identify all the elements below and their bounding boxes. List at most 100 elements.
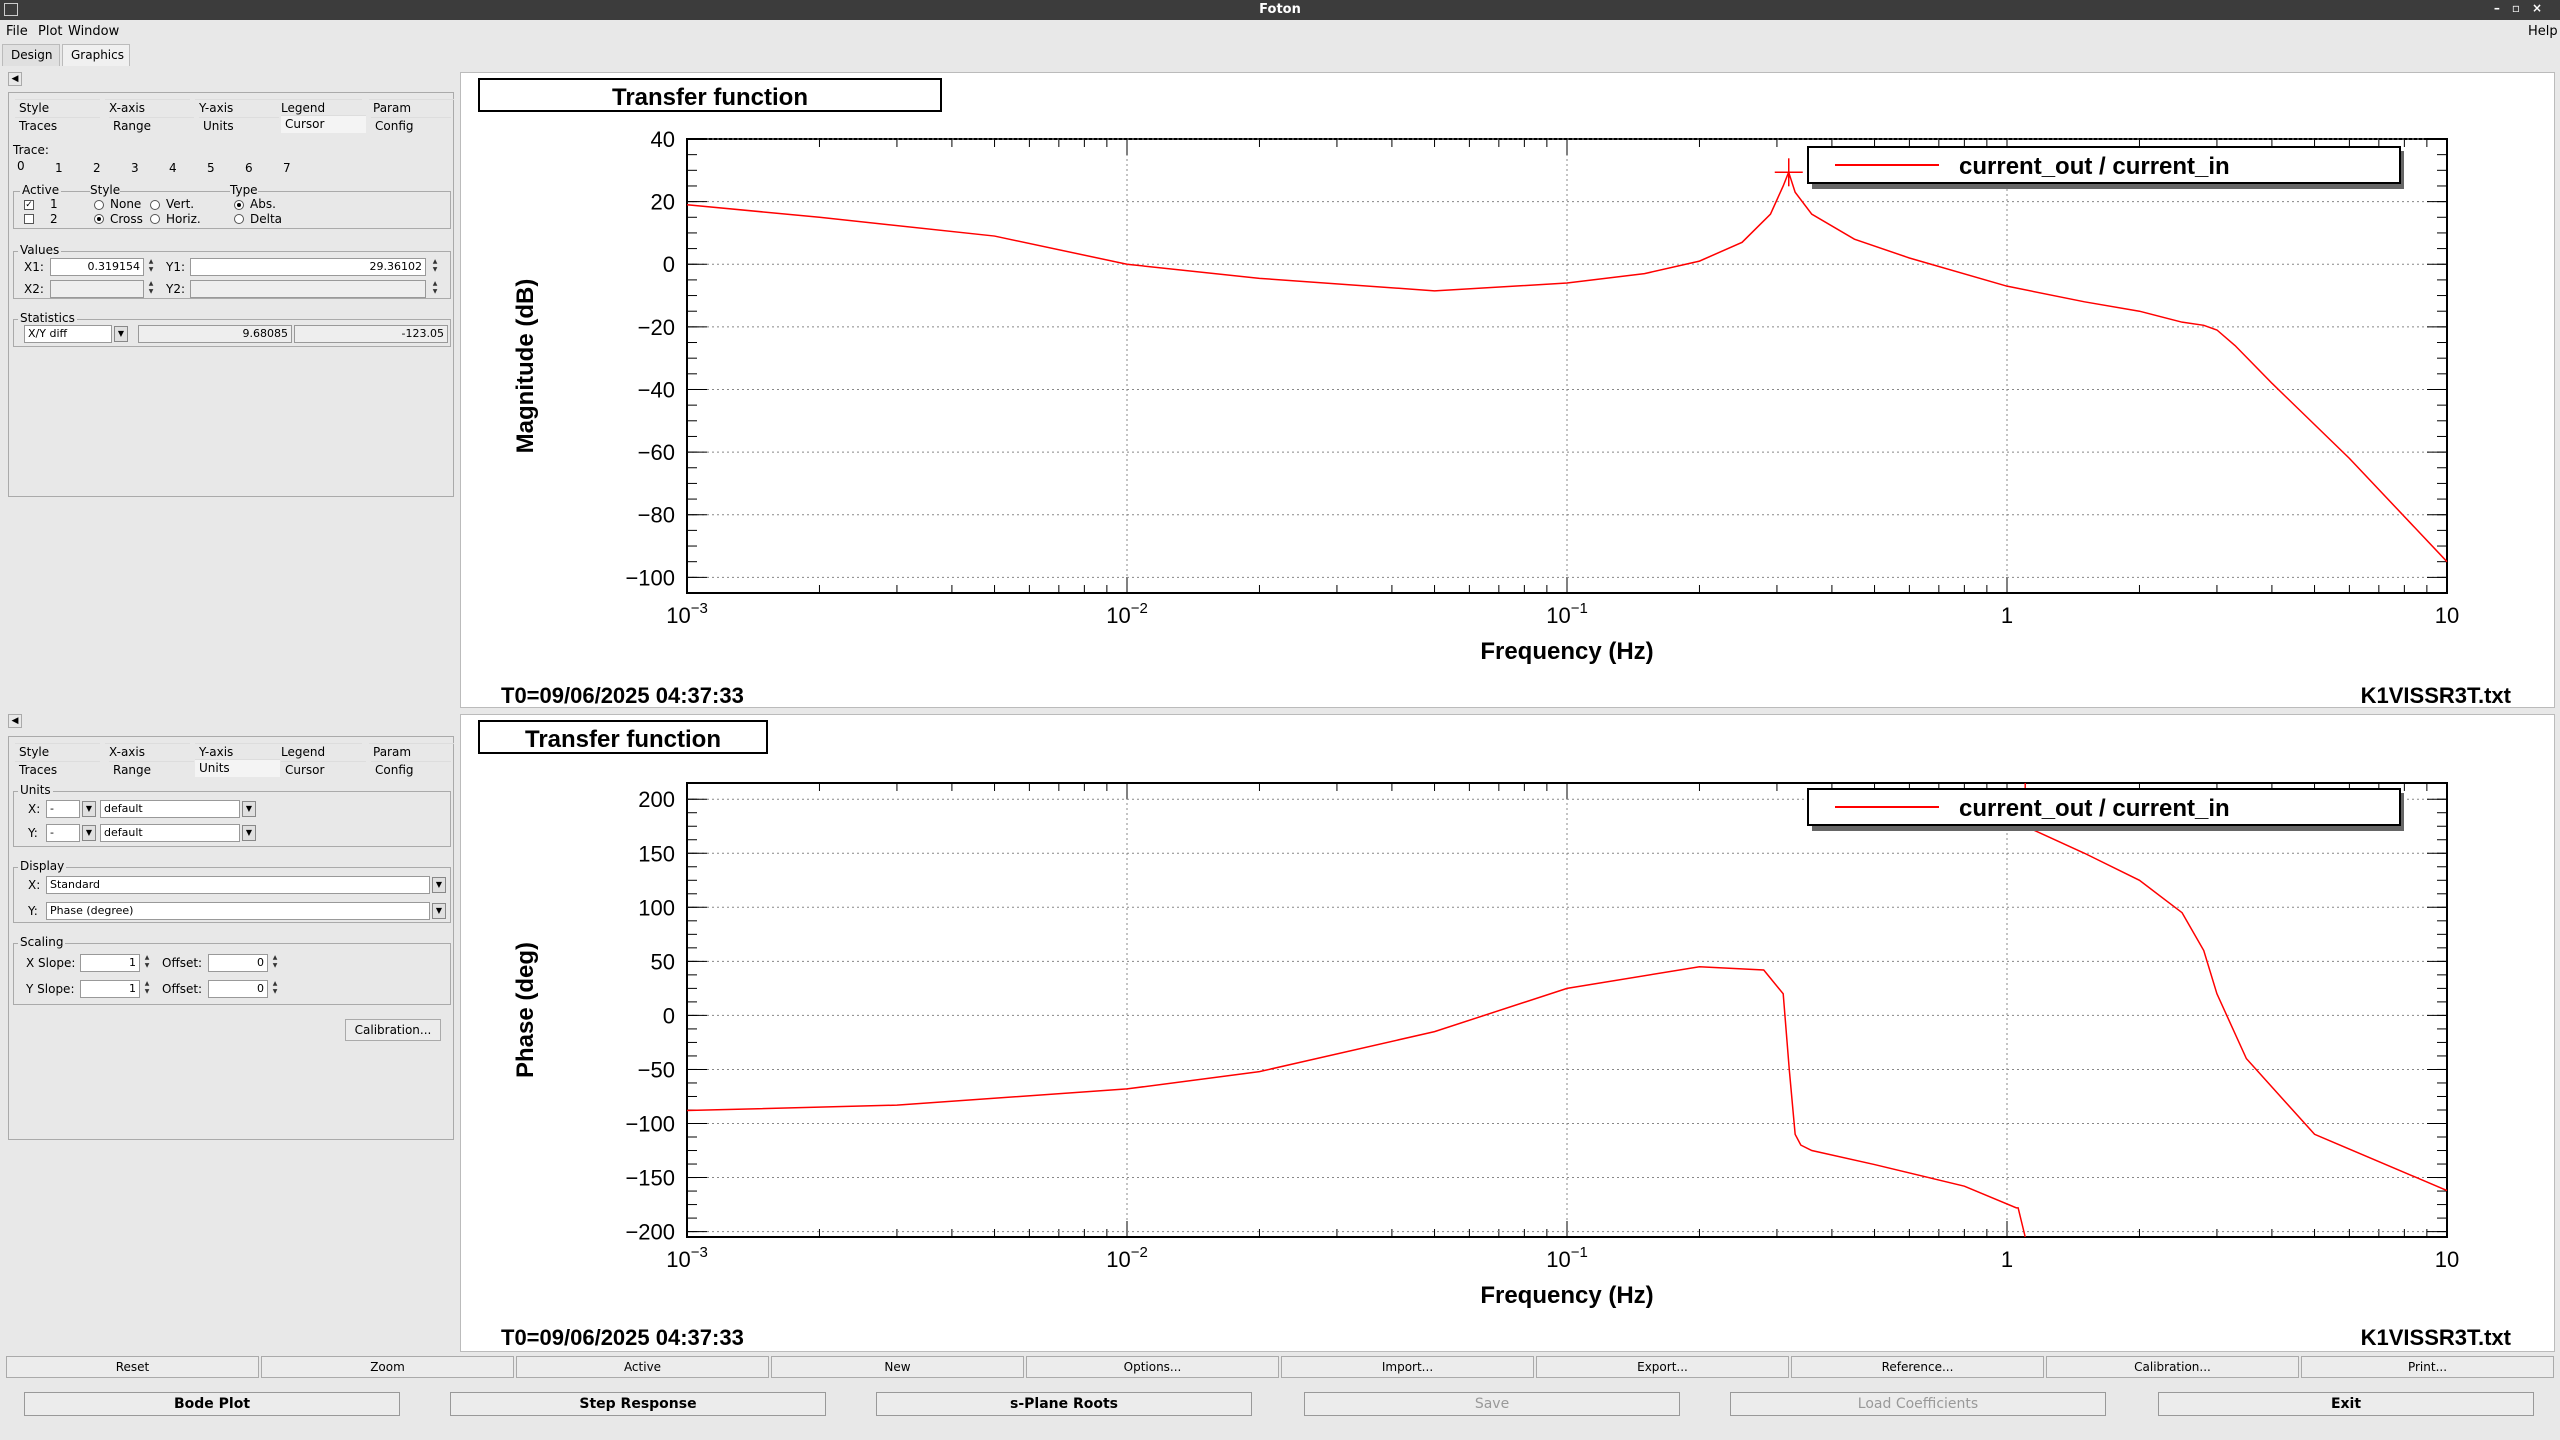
statistics-dropdown-icon[interactable]: ▼ bbox=[114, 326, 128, 342]
tab-style[interactable]: Style bbox=[15, 743, 100, 761]
x2-field[interactable] bbox=[50, 280, 144, 298]
phase-plot-pad[interactable]: Transfer function 10−3 10−2 10−1 1 10 200 150 1… bbox=[460, 714, 2555, 1352]
trace-tab-6[interactable]: 6 bbox=[245, 161, 253, 175]
trace-tab-3[interactable]: 3 bbox=[131, 161, 139, 175]
active-checkbox-1[interactable]: ✓ bbox=[24, 200, 34, 210]
magnitude-legend[interactable]: current_out / current_in bbox=[1807, 146, 2404, 189]
tab-x-axis[interactable]: X-axis bbox=[105, 99, 190, 117]
values-label: Values bbox=[18, 243, 62, 257]
window-controls[interactable]: –▫× bbox=[2493, 1, 2554, 15]
s-plane-roots-button[interactable]: s-Plane Roots bbox=[876, 1392, 1252, 1416]
collapse-arrow-bottom[interactable]: ◀ bbox=[8, 714, 22, 728]
tab-range[interactable]: Range bbox=[109, 761, 194, 779]
y-slope-spinner[interactable]: ▲ ▼ bbox=[144, 980, 150, 995]
trace-tab-4[interactable]: 4 bbox=[169, 161, 177, 175]
y1-field[interactable]: 29.36102 bbox=[190, 258, 426, 276]
trace-tab-1[interactable]: 1 bbox=[55, 161, 63, 175]
display-x-select[interactable]: Standard bbox=[46, 876, 430, 894]
window-menu-icon[interactable] bbox=[4, 3, 18, 16]
bode-plot-button[interactable]: Bode Plot bbox=[24, 1392, 400, 1416]
tab-design[interactable]: Design bbox=[2, 44, 60, 66]
menu-window[interactable]: Window bbox=[68, 24, 120, 39]
display-y-dropdown-icon[interactable]: ▼ bbox=[432, 903, 446, 919]
type-abs-radio[interactable] bbox=[234, 200, 244, 210]
menu-file[interactable]: File bbox=[6, 24, 28, 39]
units-y-value-dropdown-icon[interactable]: ▼ bbox=[242, 825, 256, 841]
tab-traces[interactable]: Traces bbox=[15, 117, 100, 135]
x-slope-field[interactable]: 1 bbox=[80, 954, 140, 972]
units-y-unit[interactable]: - bbox=[46, 824, 80, 842]
tab-traces[interactable]: Traces bbox=[15, 761, 100, 779]
tab-units[interactable]: Units bbox=[199, 117, 279, 135]
trace-tab-0[interactable]: 0 bbox=[17, 159, 25, 173]
y1-spinner[interactable]: ▲ ▼ bbox=[432, 258, 438, 273]
display-y-select[interactable]: Phase (degree) bbox=[46, 902, 430, 920]
statistics-select[interactable]: X/Y diff bbox=[24, 325, 112, 343]
save-button[interactable]: Save bbox=[1304, 1392, 1680, 1416]
magnitude-plot-pad[interactable]: Transfer function 10−3 10−2 10−1 1 10 40 20 0 −2… bbox=[460, 72, 2555, 708]
active-checkbox-2[interactable] bbox=[24, 214, 34, 224]
y-tick-label: −20 bbox=[638, 315, 675, 340]
tab-config[interactable]: Config bbox=[371, 117, 451, 135]
x-slope-spinner[interactable]: ▲ ▼ bbox=[144, 954, 150, 969]
style-horiz-radio[interactable] bbox=[150, 214, 160, 224]
units-x-unit[interactable]: - bbox=[46, 800, 80, 818]
tab-cursor[interactable]: Cursor bbox=[281, 761, 366, 779]
tab-y-axis[interactable]: Y-axis bbox=[195, 99, 280, 117]
style-cross-radio[interactable] bbox=[94, 214, 104, 224]
toolbar-button-active[interactable]: Active bbox=[516, 1356, 769, 1378]
y-offset-field[interactable]: 0 bbox=[208, 980, 268, 998]
exit-button[interactable]: Exit bbox=[2158, 1392, 2534, 1416]
tab-range[interactable]: Range bbox=[109, 117, 194, 135]
trace-tab-5[interactable]: 5 bbox=[207, 161, 215, 175]
style-vert-radio[interactable] bbox=[150, 200, 160, 210]
tab-y-axis[interactable]: Y-axis bbox=[195, 743, 280, 761]
tab-param[interactable]: Param bbox=[369, 99, 454, 117]
tab-legend[interactable]: Legend bbox=[277, 743, 362, 761]
y2-field[interactable] bbox=[190, 280, 426, 298]
x1-spinner[interactable]: ▲ ▼ bbox=[148, 258, 154, 273]
x2-spinner[interactable]: ▲ ▼ bbox=[148, 280, 154, 295]
units-x-value[interactable]: default bbox=[100, 800, 240, 818]
style-none-radio[interactable] bbox=[94, 200, 104, 210]
tab-graphics[interactable]: Graphics bbox=[62, 44, 130, 66]
menu-plot[interactable]: Plot bbox=[38, 24, 63, 39]
toolbar-button-calibration[interactable]: Calibration... bbox=[2046, 1356, 2299, 1378]
units-y-value[interactable]: default bbox=[100, 824, 240, 842]
tab-config[interactable]: Config bbox=[371, 761, 451, 779]
tab-legend[interactable]: Legend bbox=[277, 99, 362, 117]
type-delta-radio[interactable] bbox=[234, 214, 244, 224]
step-response-button[interactable]: Step Response bbox=[450, 1392, 826, 1416]
units-x-unit-dropdown-icon[interactable]: ▼ bbox=[82, 801, 96, 817]
phase-legend[interactable]: current_out / current_in bbox=[1807, 788, 2404, 831]
toolbar-button-new[interactable]: New bbox=[771, 1356, 1024, 1378]
tab-x-axis[interactable]: X-axis bbox=[105, 743, 190, 761]
y-tick-label: −80 bbox=[638, 503, 675, 528]
trace-tab-2[interactable]: 2 bbox=[93, 161, 101, 175]
tab-style[interactable]: Style bbox=[15, 99, 100, 117]
tab-cursor[interactable]: Cursor bbox=[281, 115, 366, 133]
toolbar-button-import[interactable]: Import... bbox=[1281, 1356, 1534, 1378]
collapse-arrow-top[interactable]: ◀ bbox=[8, 72, 22, 86]
x-offset-spinner[interactable]: ▲ ▼ bbox=[272, 954, 278, 969]
units-x-value-dropdown-icon[interactable]: ▼ bbox=[242, 801, 256, 817]
calibration-button[interactable]: Calibration... bbox=[345, 1019, 441, 1041]
units-y-unit-dropdown-icon[interactable]: ▼ bbox=[82, 825, 96, 841]
y-offset-spinner[interactable]: ▲ ▼ bbox=[272, 980, 278, 995]
toolbar-button-zoom[interactable]: Zoom bbox=[261, 1356, 514, 1378]
toolbar-button-export[interactable]: Export... bbox=[1536, 1356, 1789, 1378]
menu-help[interactable]: Help bbox=[2528, 24, 2558, 39]
toolbar-button-options[interactable]: Options... bbox=[1026, 1356, 1279, 1378]
tab-units[interactable]: Units bbox=[195, 759, 280, 777]
x-offset-field[interactable]: 0 bbox=[208, 954, 268, 972]
toolbar-button-reference[interactable]: Reference... bbox=[1791, 1356, 2044, 1378]
load-coefficients-button[interactable]: Load Coefficients bbox=[1730, 1392, 2106, 1416]
y2-spinner[interactable]: ▲ ▼ bbox=[432, 280, 438, 295]
toolbar-button-reset[interactable]: Reset bbox=[6, 1356, 259, 1378]
y-slope-field[interactable]: 1 bbox=[80, 980, 140, 998]
toolbar-button-print[interactable]: Print... bbox=[2301, 1356, 2554, 1378]
display-x-dropdown-icon[interactable]: ▼ bbox=[432, 877, 446, 893]
tab-param[interactable]: Param bbox=[369, 743, 454, 761]
x1-field[interactable]: 0.319154 bbox=[50, 258, 144, 276]
trace-tab-7[interactable]: 7 bbox=[283, 161, 291, 175]
